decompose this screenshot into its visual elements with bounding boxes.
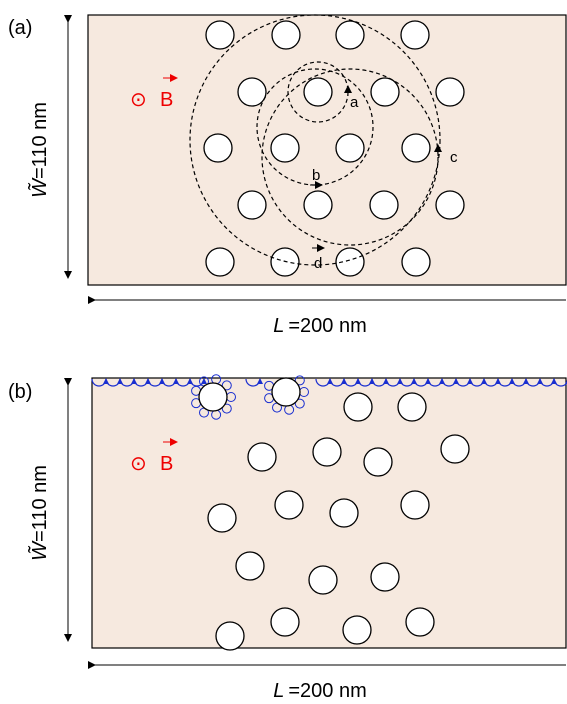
width-value: =110 nm [29,102,51,179]
antidot [304,78,332,106]
antidot [441,435,469,463]
width-symbol: W̃ [27,540,51,561]
length-label: L=200 nm [273,680,367,702]
antidot [364,448,392,476]
field-symbol: ⊙ [130,89,147,111]
antidot [344,393,372,421]
antidot [272,378,300,406]
antidot [204,134,232,162]
antidot [398,393,426,421]
antidot [271,134,299,162]
length-symbol: L [273,315,284,337]
antidot [371,563,399,591]
length-symbol: L [273,680,284,702]
figure: (a) a b c d ⊙ B W̃=110 nm L=200 nm (b) ⊙… [0,0,567,704]
length-value: =200 nm [288,315,366,337]
length-label: L=200 nm [273,315,367,337]
antidot [275,491,303,519]
antidot [199,383,227,411]
antidot [238,78,266,106]
antidot [309,566,337,594]
antidot [271,248,299,276]
orbit-label: d [314,255,322,272]
sample [92,378,566,648]
antidot [436,191,464,219]
antidot [238,191,266,219]
field-label: B [160,89,173,111]
antidot [313,438,341,466]
panel-b: (b) ⊙ B W̃=110 nm L=200 nm [8,375,567,702]
width-symbol: W̃ [27,177,51,198]
antidot [208,504,236,532]
length-value: =200 nm [288,680,366,702]
antidot [304,191,332,219]
antidot [272,21,300,49]
antidot [402,134,430,162]
antidot [248,443,276,471]
antidot [236,552,264,580]
antidot [330,499,358,527]
antidot [336,21,364,49]
panel-a: (a) a b c d ⊙ B W̃=110 nm L=200 nm [8,15,566,337]
antidot [402,248,430,276]
antidot [401,21,429,49]
orbit-label: a [350,94,359,111]
antidot [371,78,399,106]
panel-label: (a) [8,17,32,39]
antidot [401,491,429,519]
antidot [370,191,398,219]
antidot [343,616,371,644]
orbit-label: c [450,149,458,166]
antidot [336,134,364,162]
antidot [271,608,299,636]
panel-label: (b) [8,381,32,403]
sample [88,15,566,285]
width-value: =110 nm [29,465,51,542]
width-label: W̃=110 nm [27,465,51,561]
antidot [206,21,234,49]
width-label: W̃=110 nm [27,102,51,198]
field-symbol: ⊙ [130,453,147,475]
antidot [216,622,244,650]
orbit-label: b [312,167,320,184]
antidot [206,248,234,276]
antidot [436,78,464,106]
field-label: B [160,453,173,475]
antidot [406,608,434,636]
